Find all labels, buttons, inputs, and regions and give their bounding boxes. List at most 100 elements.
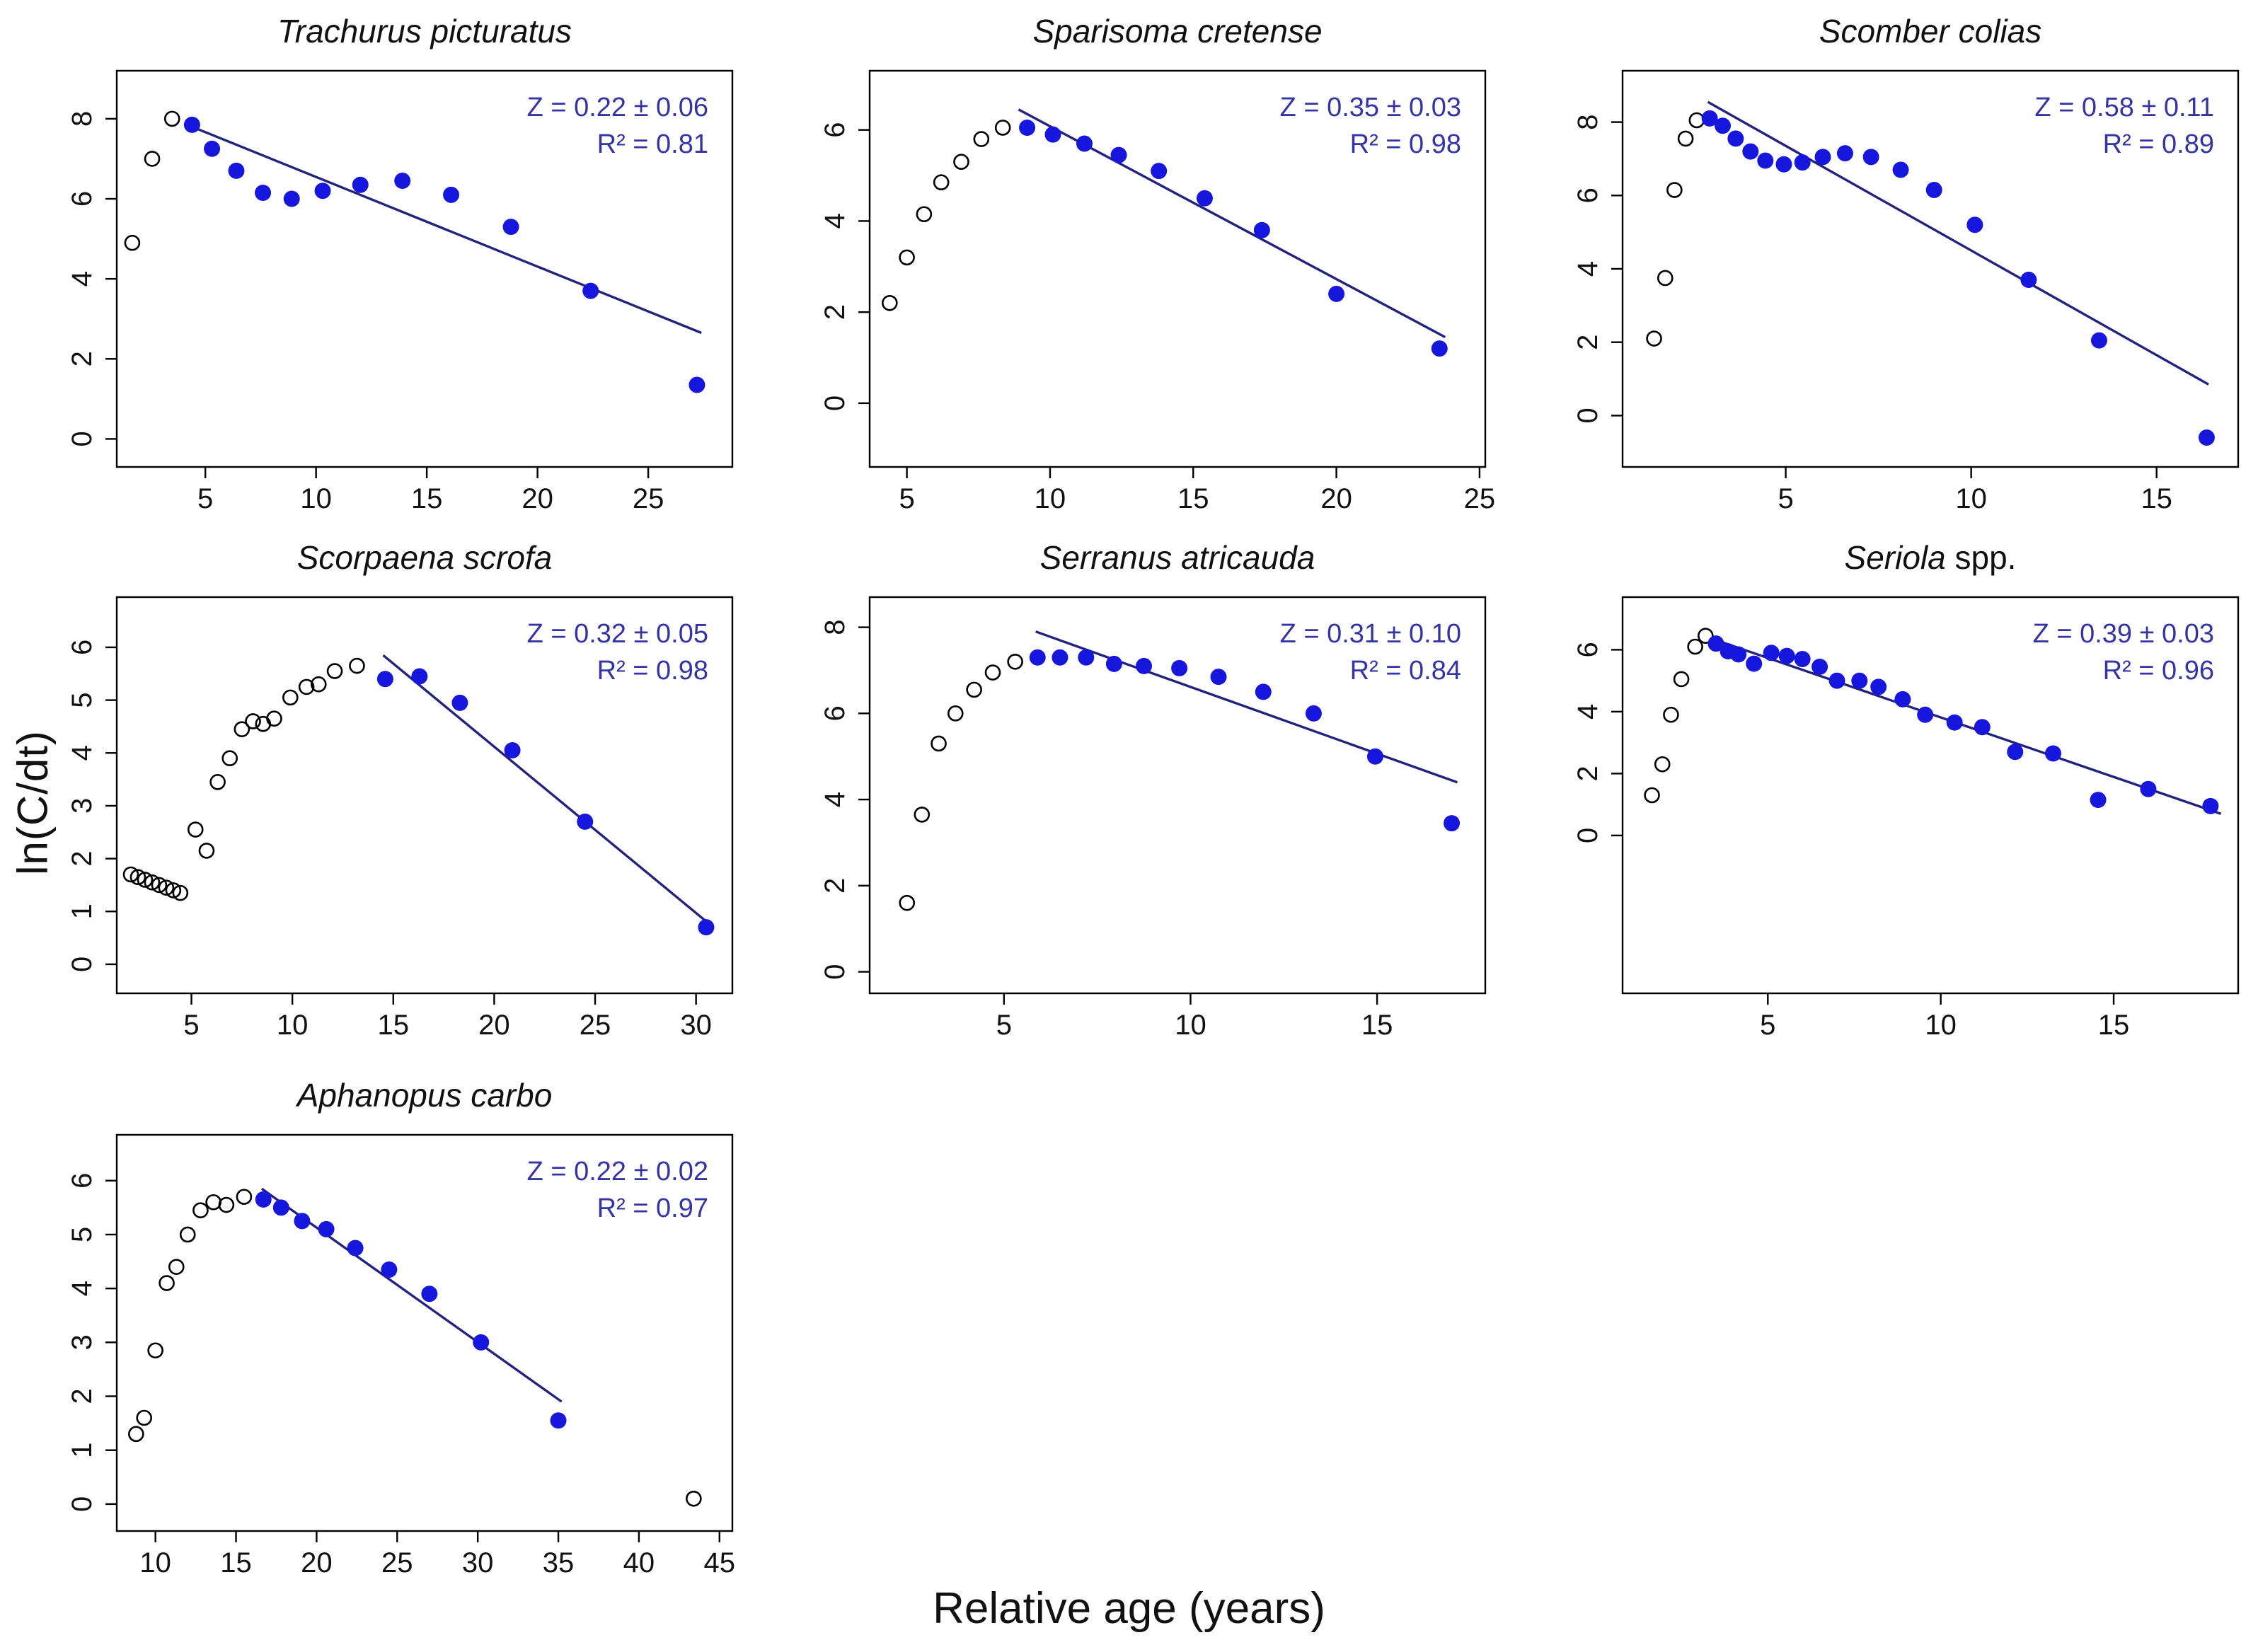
data-point-included: [1366, 748, 1383, 765]
data-point-included: [228, 162, 245, 179]
data-point-included: [504, 742, 521, 759]
data-point-included: [1078, 649, 1095, 666]
data-point-included: [1794, 154, 1811, 171]
data-point-excluded: [1654, 756, 1671, 773]
y-tick-label: 4: [819, 213, 851, 229]
chart-svg-serranus-atricauda: Serranus atricauda 5 10 15 0 2 4 6 8 Z = 0.31 ± 0…: [819, 539, 1487, 1041]
data-point-included: [2140, 780, 2157, 797]
data-point-excluded: [147, 1342, 163, 1359]
data-point-excluded: [1698, 628, 1714, 644]
plot-box: [115, 1133, 734, 1532]
y-tick-label: 2: [67, 850, 98, 866]
data-point-excluded: [966, 681, 982, 698]
x-tick-label: 35: [543, 1547, 575, 1578]
data-point-excluded: [165, 882, 182, 899]
data-point-excluded: [163, 110, 180, 127]
data-point-included: [2007, 744, 2024, 761]
data-point-included: [1136, 657, 1153, 674]
x-tick-label: 5: [183, 1010, 199, 1041]
regression-line: [1707, 100, 2209, 386]
data-point-excluded: [209, 774, 226, 790]
panel-seriola: Seriola spp. 5 10 15 0 2 4 6 Z = 0.39 ± 0.03 R² =…: [1506, 532, 2258, 1049]
data-point-excluded: [953, 154, 969, 171]
x-tick-label: 10: [1035, 483, 1066, 514]
x-tick-label: 45: [704, 1547, 736, 1578]
panel-title: Sparisoma cretense: [1032, 13, 1322, 50]
y-tick-label: 2: [1572, 766, 1603, 781]
data-point-included: [1742, 143, 1759, 160]
data-point-excluded: [1673, 671, 1690, 688]
data-point-included: [1196, 190, 1213, 207]
data-point-excluded: [245, 713, 261, 729]
regression-line: [191, 125, 702, 335]
regression-line: [382, 654, 711, 926]
y-tick-label: 6: [67, 1173, 98, 1189]
y-tick-label: 3: [67, 798, 98, 814]
data-point-included: [1151, 163, 1168, 180]
plot-box: [868, 69, 1487, 468]
panel-title: Scomber colias: [1819, 13, 2041, 50]
data-point-excluded: [349, 657, 365, 674]
x-tick-label: 20: [522, 483, 553, 514]
y-tick-label: 5: [67, 1227, 98, 1242]
data-point-excluded: [137, 872, 154, 888]
data-point-included: [473, 1334, 490, 1351]
data-point-included: [272, 1199, 289, 1216]
y-tick-label: 0: [67, 957, 98, 972]
panel-scorpaena-scrofa: Scorpaena scrofa 5 10 15 20 25 30 0 1 2 3 4 5 6 Z = 0.…: [0, 532, 752, 1049]
annotation-z: Z = 0.22 ± 0.02: [527, 1157, 708, 1186]
plot-box: [1621, 596, 2240, 995]
regression-line: [260, 1187, 563, 1403]
x-tick-label: 15: [1177, 483, 1209, 514]
data-point-included: [550, 1412, 567, 1429]
data-point-excluded: [128, 1426, 144, 1443]
data-point-excluded: [136, 1409, 153, 1426]
regression-line: [1712, 637, 2222, 815]
data-point-included: [2202, 797, 2219, 814]
data-point-excluded: [1666, 182, 1683, 198]
data-point-excluded: [282, 689, 299, 706]
y-tick-label: 0: [1572, 408, 1603, 423]
annotation-r2: R² = 0.97: [597, 1194, 708, 1223]
x-tick-label: 40: [623, 1547, 655, 1578]
data-point-excluded: [310, 676, 327, 693]
data-point-included: [443, 186, 460, 203]
data-point-included: [294, 1213, 311, 1230]
y-tick-label: 4: [1572, 704, 1603, 720]
panel-serranus-atricauda: Serranus atricauda 5 10 15 0 2 4 6 8 Z = 0.31 ± 0…: [753, 532, 1505, 1049]
annotation-z: Z = 0.31 ± 0.10: [1280, 619, 1461, 649]
data-point-included: [2020, 272, 2037, 289]
x-tick-label: 10: [300, 483, 332, 514]
y-tick-label: 4: [67, 1281, 98, 1296]
y-tick-label: 6: [819, 705, 851, 721]
x-tick-label: 5: [996, 1010, 1012, 1041]
data-point-included: [698, 919, 715, 936]
data-point-excluded: [144, 874, 161, 891]
x-tick-label: 15: [2141, 483, 2172, 514]
panel-title: Scorpaena scrofa: [297, 539, 553, 576]
y-tick-label: 0: [1572, 828, 1603, 843]
data-point-included: [1328, 285, 1345, 302]
data-point-included: [2198, 429, 2215, 446]
annotation-z: Z = 0.39 ± 0.03: [2033, 619, 2214, 649]
data-point-excluded: [187, 821, 204, 838]
data-point-excluded: [1646, 330, 1662, 347]
data-point-excluded: [158, 879, 175, 896]
data-point-included: [1814, 149, 1831, 166]
data-point-included: [1794, 651, 1811, 667]
data-point-excluded: [1688, 112, 1705, 129]
data-point-included: [1974, 719, 1991, 736]
chart-svg-sparisoma-cretense: Sparisoma cretense 5 10 15 20 25 0 2 4 6 Z = 0.35 …: [819, 13, 1495, 514]
data-point-included: [1253, 221, 1270, 238]
data-point-excluded: [221, 750, 238, 767]
data-point-included: [347, 1240, 364, 1257]
data-point-included: [1105, 655, 1122, 672]
chart-svg-seriola: Seriola spp. 5 10 15 0 2 4 6 Z = 0.39 ± 0.03 R² =…: [1572, 539, 2240, 1041]
panel-trachurus-picturatus: Trachurus picturatus 5 10 15 20 25 0 2 4 6 8 Z = 0.…: [0, 6, 752, 522]
x-tick-label: 10: [1955, 483, 1987, 514]
y-tick-label: 4: [67, 745, 98, 761]
data-point-excluded: [151, 877, 168, 894]
data-point-included: [381, 1261, 398, 1278]
data-point-excluded: [931, 735, 947, 752]
panel-scomber-colias: Scomber colias 5 10 15 0 2 4 6 8 Z = 0.58 ± 0.11 R…: [1506, 6, 2258, 522]
